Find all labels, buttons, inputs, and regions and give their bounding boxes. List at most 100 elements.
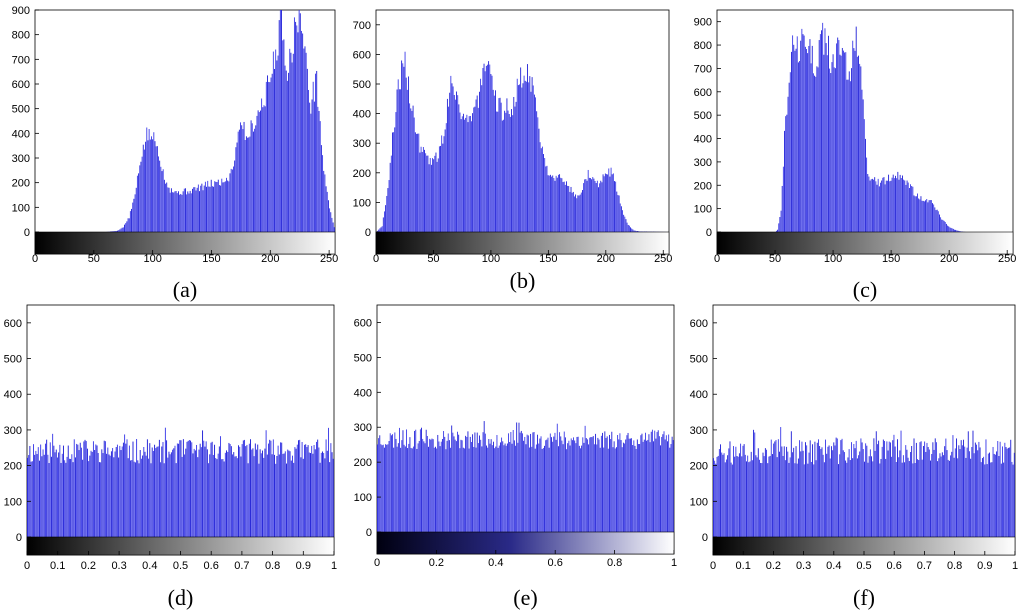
histogram-bar (257, 110, 259, 232)
histogram-bar (168, 451, 170, 537)
histogram-bar (914, 462, 916, 537)
histogram-bar (141, 156, 143, 232)
histogram-bar (943, 455, 944, 537)
histogram-bar (560, 177, 562, 232)
histogram-bar (397, 443, 399, 532)
histogram-bar (239, 446, 241, 537)
histogram-bar (505, 445, 507, 532)
histogram-bar (961, 445, 963, 537)
histogram-bar (823, 54, 825, 232)
histogram-bar (58, 452, 60, 537)
histogram-bar (254, 443, 256, 537)
histogram-bar (790, 431, 792, 537)
histogram-bar (768, 456, 770, 537)
histogram-bar (329, 208, 331, 232)
histogram-bar (245, 446, 247, 537)
histogram-bar (43, 454, 45, 537)
histogram-bar (400, 447, 402, 532)
histogram-bar (327, 200, 329, 232)
histogram-bar (935, 210, 937, 232)
histogram-bar (913, 195, 915, 232)
histogram-bar (859, 63, 861, 232)
histogram-bar (263, 457, 265, 537)
histogram-bar (129, 211, 131, 232)
histogram-bar (528, 447, 530, 532)
y-tick-label: 400 (694, 134, 712, 146)
histogram-bar (416, 133, 417, 232)
histogram-bar (531, 446, 533, 532)
histogram-bar (631, 438, 632, 532)
histogram-bar (210, 442, 212, 537)
histogram-bar (399, 427, 400, 532)
y-tick-label: 900 (12, 5, 30, 17)
histogram-bar (469, 436, 471, 532)
histogram-bar (976, 444, 977, 537)
histogram-bar (836, 43, 837, 232)
histogram-bar (318, 447, 320, 537)
histogram-bar (214, 444, 216, 537)
histogram-bar (157, 446, 159, 537)
histogram-bar (856, 458, 858, 537)
histogram-bar (570, 186, 572, 232)
histogram-bar (836, 438, 838, 537)
y-tick-label: 300 (12, 153, 30, 165)
histogram-bar (331, 217, 333, 232)
histogram-bar (378, 229, 380, 232)
histogram-bar (121, 227, 123, 232)
histogram-bar (566, 449, 568, 532)
histogram-bar (241, 444, 243, 537)
histogram-bar (323, 452, 325, 537)
histogram-bar (585, 438, 587, 532)
histogram-bar (632, 229, 634, 232)
histogram-bar (843, 50, 844, 232)
histogram-bar (410, 447, 412, 532)
histogram-bar (389, 162, 391, 232)
histogram-bar (539, 142, 541, 232)
histogram-bar (158, 156, 159, 232)
histogram-bar (231, 169, 233, 232)
histogram-bar (880, 458, 882, 537)
histogram-bar (632, 445, 634, 532)
histogram-bar (130, 460, 132, 537)
histogram-bar (234, 160, 236, 232)
histogram-bar (502, 441, 504, 532)
histogram-bar (503, 445, 505, 532)
histogram-bar (322, 451, 323, 537)
histogram-bar (247, 463, 249, 537)
histogram-bar (258, 463, 260, 537)
histogram-bar (912, 186, 914, 232)
histogram-bar (532, 85, 534, 232)
histogram-bar (53, 445, 55, 537)
histogram-bar (907, 182, 909, 232)
histogram-bar (244, 439, 245, 537)
histogram-bar (965, 457, 967, 537)
panel-label: (f) (853, 585, 875, 610)
histogram-bar (426, 155, 428, 232)
colorbar (376, 531, 675, 555)
histogram-bar (29, 445, 31, 537)
histogram-bar (480, 78, 482, 232)
histogram-bar (482, 68, 484, 233)
histogram-bar (299, 13, 301, 233)
histogram-bar (78, 450, 80, 537)
y-tick-label: 100 (354, 492, 372, 504)
histogram-bar (911, 446, 913, 537)
histogram-bar (286, 80, 288, 232)
histogram-bar (557, 446, 559, 532)
histogram-bar (524, 80, 526, 232)
histogram-bar (181, 456, 183, 537)
histogram-bar (593, 178, 595, 232)
histogram-bar (182, 191, 184, 232)
histogram-bar (180, 193, 182, 232)
histogram-bar (277, 55, 279, 233)
histogram-bar (756, 457, 758, 537)
histogram-bar (776, 457, 778, 537)
histogram-bar (38, 460, 40, 537)
histogram-bar (264, 448, 266, 537)
histogram-bar (794, 50, 796, 232)
histogram-bar (786, 446, 788, 537)
histogram-bar (125, 443, 127, 537)
histogram-bar (466, 436, 468, 532)
histogram-bar (178, 443, 180, 537)
histogram-bar (814, 75, 816, 232)
